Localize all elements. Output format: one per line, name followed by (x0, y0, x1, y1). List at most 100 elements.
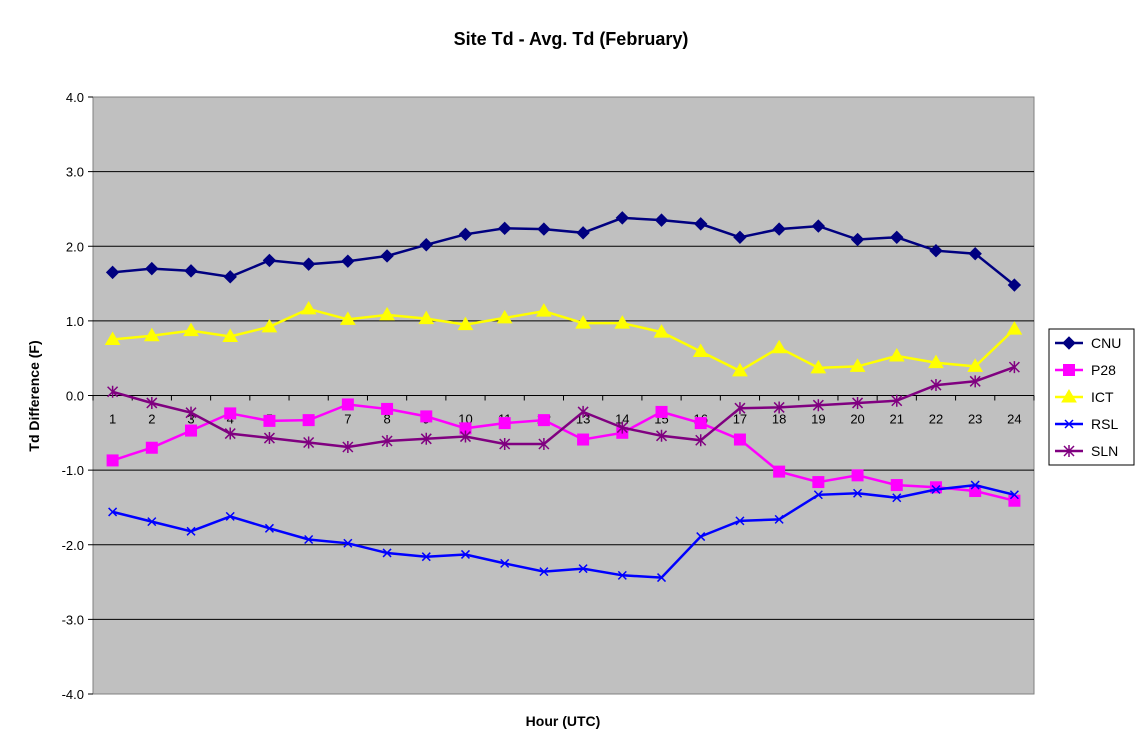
legend-item-cnu: CNU (1055, 335, 1121, 351)
data-point-ict (810, 359, 827, 374)
y-axis-title: Td Difference (F) (26, 340, 42, 451)
data-point-p28 (224, 407, 237, 420)
data-point-p28 (381, 402, 394, 415)
data-point-cnu (184, 264, 198, 278)
data-point-rsl (343, 538, 353, 548)
legend-item-sln: SLN (1055, 443, 1118, 459)
data-point-ict (692, 343, 709, 357)
legend-label: P28 (1091, 362, 1116, 378)
legend-label: SLN (1091, 443, 1118, 459)
x-tick-label: 18 (772, 412, 786, 427)
y-tick-label: -2.0 (62, 538, 84, 553)
data-point-rsl (500, 558, 510, 568)
data-point-rsl (108, 507, 118, 517)
data-point-rsl (264, 523, 274, 533)
data-point-ict (261, 318, 278, 333)
data-point-sln (695, 434, 707, 447)
data-point-sln (616, 421, 628, 434)
data-point-ict (614, 315, 631, 329)
data-point-cnu (929, 244, 943, 258)
data-point-p28 (733, 433, 746, 446)
y-axis-ticks: 4.0 3.0 2.0 1.0 0.0 -1.0 -2.0 -3.0 -4.0 (62, 90, 93, 702)
data-point-cnu (341, 254, 355, 268)
data-point-ict (732, 362, 748, 377)
legend-label: RSL (1091, 416, 1118, 432)
data-point-p28 (577, 433, 590, 446)
x-tick-label: 23 (968, 412, 982, 427)
data-point-rsl (735, 516, 745, 526)
data-point-rsl (460, 549, 471, 559)
data-point-p28 (694, 417, 707, 430)
legend-marker-sln (1063, 445, 1075, 457)
data-point-cnu (1007, 278, 1022, 292)
data-point-p28 (929, 481, 942, 494)
data-point-ict (849, 358, 866, 372)
data-point-cnu (890, 230, 904, 245)
data-point-p28 (773, 465, 786, 478)
series-layer (104, 211, 1023, 583)
series-line-p28 (112, 403, 1015, 502)
data-point-sln (1008, 361, 1020, 374)
data-point-cnu (772, 222, 786, 236)
x-tick-label: 8 (383, 412, 390, 427)
x-tick-label: 2 (148, 412, 155, 427)
data-point-cnu (262, 253, 277, 268)
data-point-sln (773, 401, 785, 414)
data-point-rsl (382, 548, 392, 558)
y-tick-label: 4.0 (66, 90, 84, 105)
data-point-sln (303, 436, 315, 449)
y-tick-label: -3.0 (62, 612, 84, 627)
legend-item-ict: ICT (1055, 389, 1114, 405)
legend-item-p28: P28 (1055, 362, 1116, 378)
data-point-ict (536, 303, 552, 317)
series-line-rsl (112, 483, 1015, 579)
x-tick-label: 3 (187, 412, 194, 427)
data-point-cnu (576, 226, 590, 240)
x-tick-label: 14 (615, 412, 629, 427)
data-point-sln (459, 430, 472, 443)
data-point-ict (928, 354, 944, 369)
data-point-p28 (145, 441, 158, 454)
data-point-sln (499, 438, 511, 451)
x-tick-label: 24 (1007, 412, 1021, 427)
data-point-cnu (811, 219, 826, 233)
data-point-cnu (850, 232, 865, 247)
data-point-sln (852, 396, 864, 409)
data-point-rsl (931, 484, 941, 495)
data-point-ict (457, 316, 474, 331)
data-point-ict (418, 310, 435, 325)
data-point-sln (263, 432, 275, 445)
data-point-sln (655, 429, 668, 442)
data-point-rsl (421, 552, 431, 562)
data-point-sln (342, 440, 354, 453)
data-point-cnu (145, 261, 159, 276)
x-axis-title: Hour (UTC) (526, 713, 601, 729)
chart-title: Site Td - Avg. Td (February) (454, 29, 689, 49)
data-point-cnu (458, 227, 473, 242)
data-point-p28 (302, 414, 315, 427)
data-point-ict (143, 327, 160, 342)
x-tick-label: 21 (890, 412, 904, 427)
series-line-sln (112, 365, 1015, 449)
data-point-sln (146, 396, 158, 409)
data-point-sln (891, 394, 903, 407)
data-point-p28 (890, 479, 903, 492)
x-tick-label: 1 (109, 412, 116, 427)
data-point-rsl (853, 488, 863, 498)
legend-label: CNU (1091, 335, 1121, 351)
data-point-ict (496, 309, 513, 324)
legend-marker-cnu (1062, 336, 1076, 350)
data-point-sln (107, 385, 119, 398)
data-point-cnu (497, 221, 512, 236)
data-point-rsl (1009, 490, 1019, 500)
data-point-ict (379, 306, 395, 321)
series-ict (104, 300, 1023, 377)
data-point-p28 (341, 398, 354, 411)
series-line-ict (112, 307, 1016, 373)
y-tick-label: -4.0 (62, 687, 84, 702)
data-point-rsl (539, 567, 549, 577)
data-point-ict (575, 315, 591, 329)
data-point-sln (812, 399, 824, 412)
data-point-cnu (615, 211, 630, 225)
